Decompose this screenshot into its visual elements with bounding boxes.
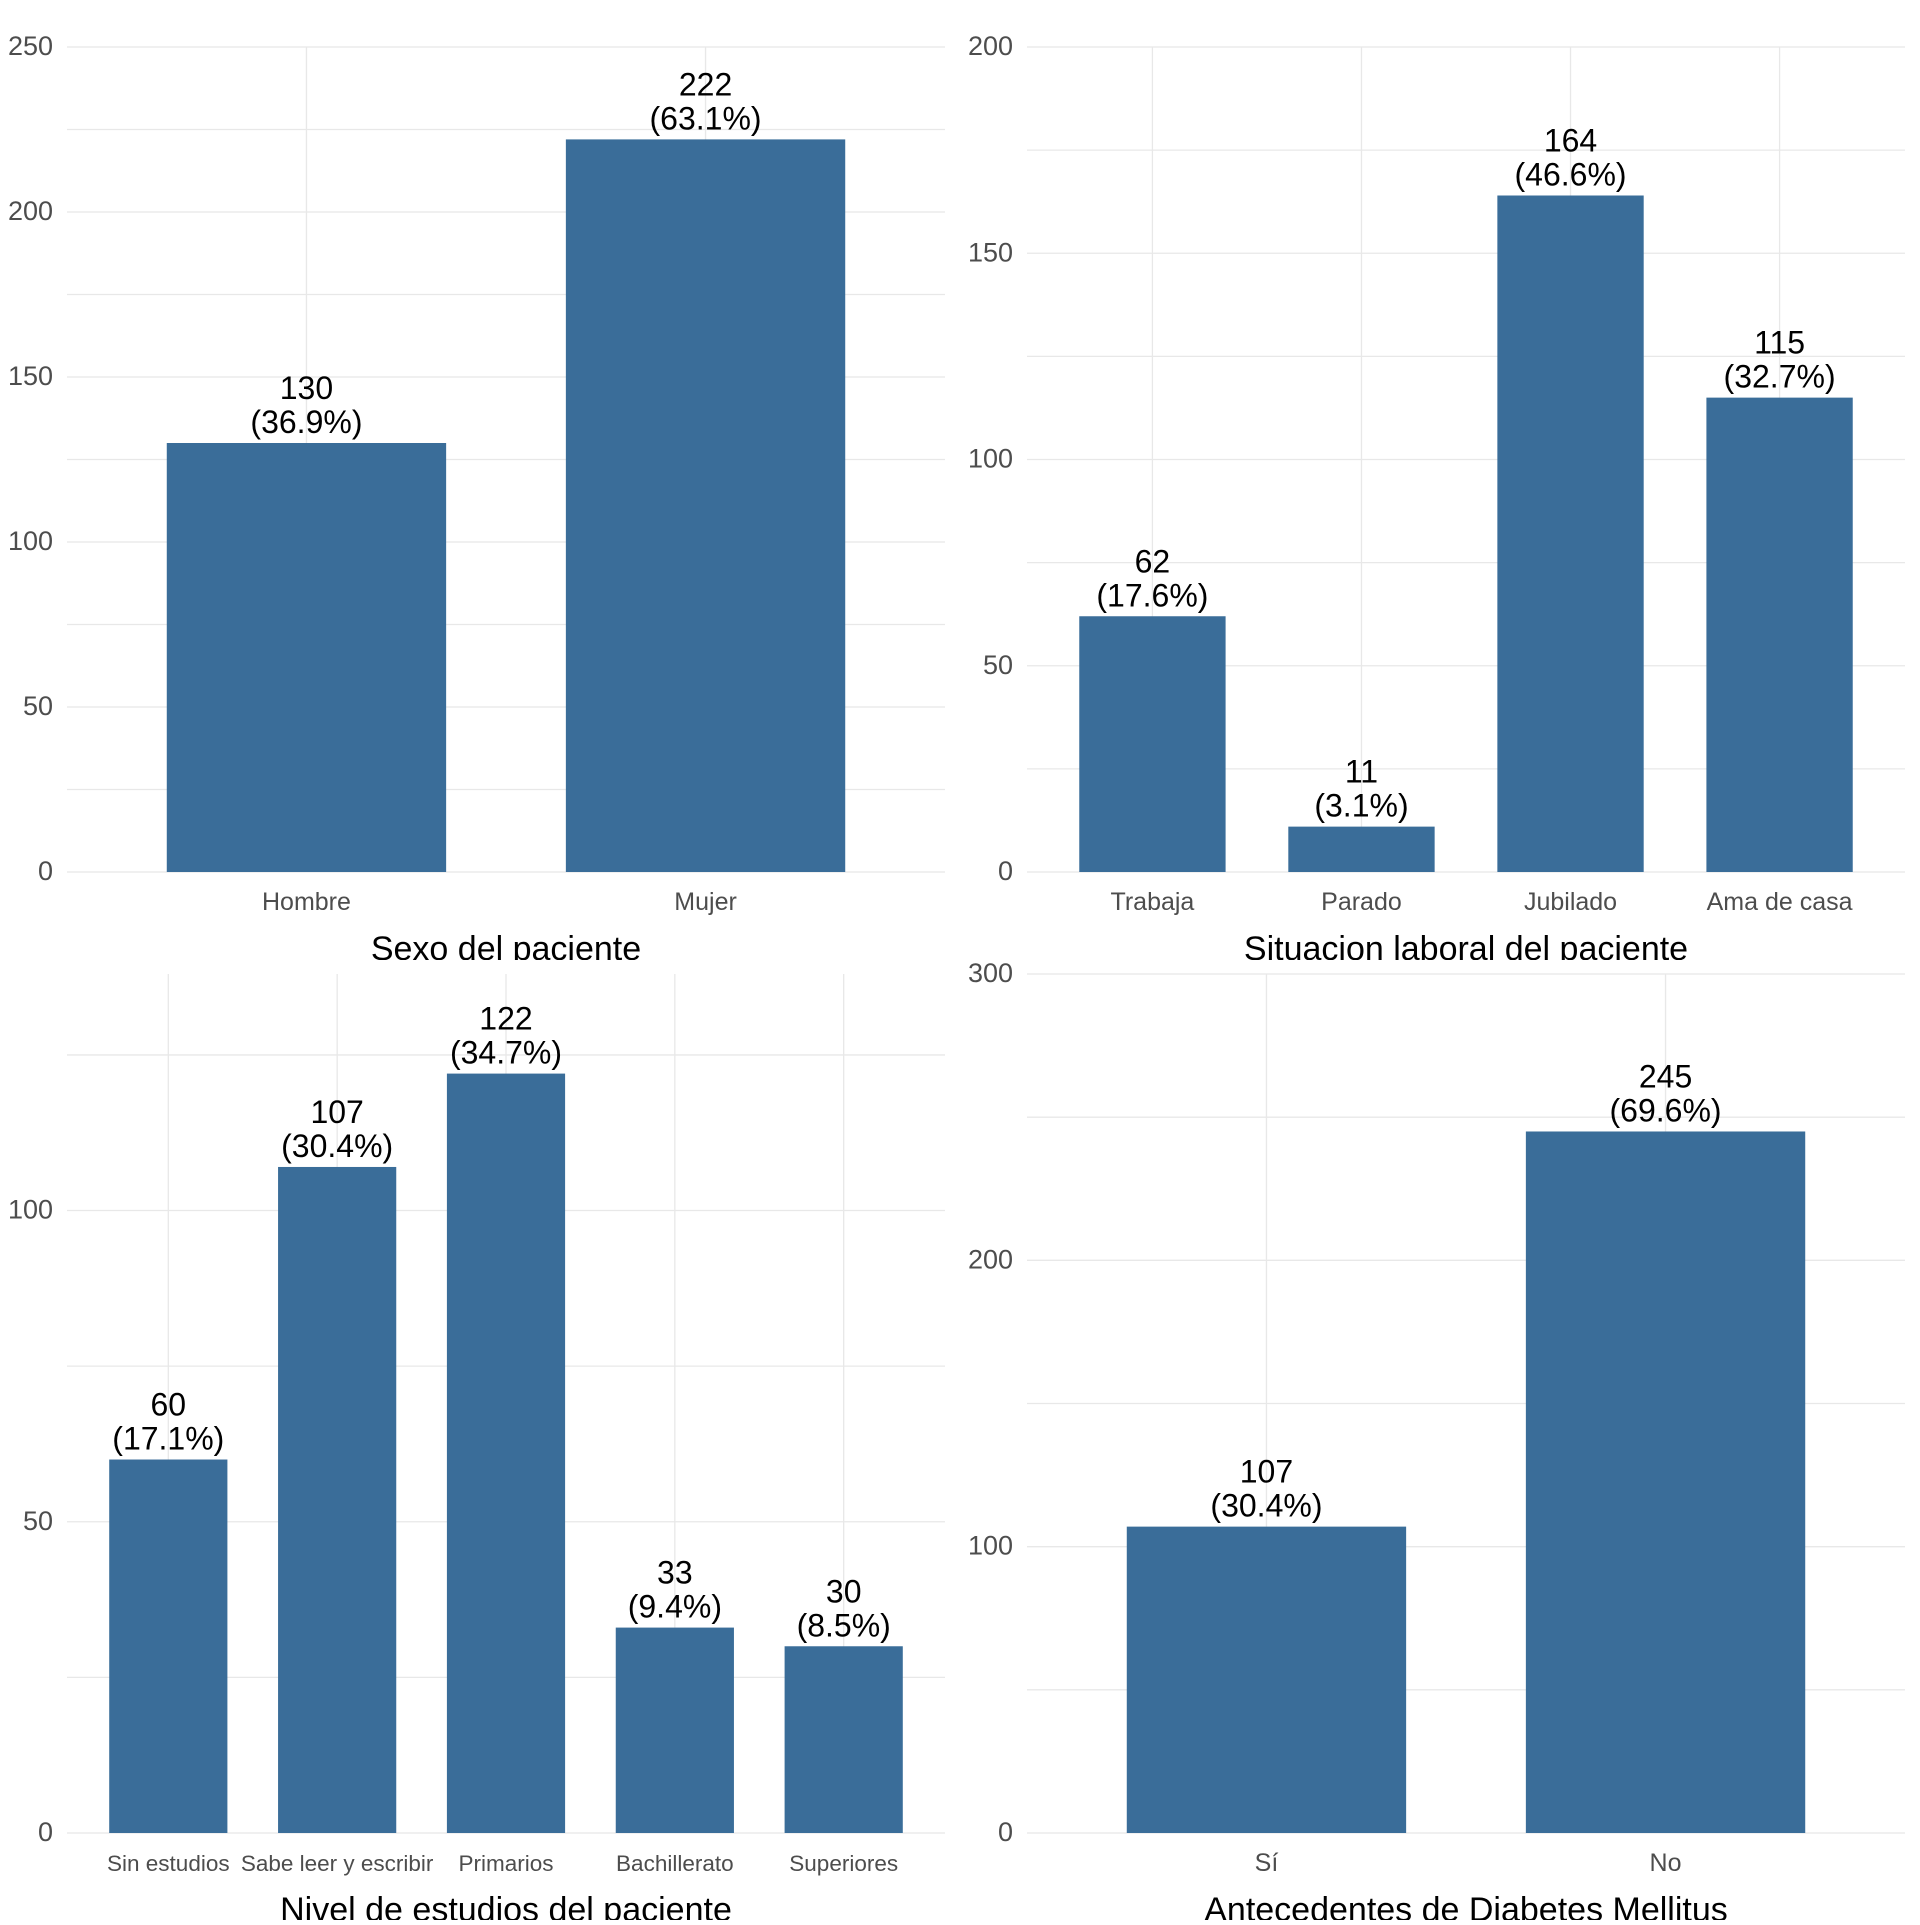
- svg-text:0: 0: [998, 856, 1013, 886]
- svg-text:(8.5%): (8.5%): [797, 1607, 891, 1643]
- svg-text:Situacion laboral del paciente: Situacion laboral del paciente: [1244, 930, 1688, 960]
- svg-text:(3.1%): (3.1%): [1314, 788, 1408, 824]
- svg-text:Jubilado: Jubilado: [1524, 888, 1617, 916]
- svg-text:(32.7%): (32.7%): [1724, 359, 1836, 395]
- svg-text:Parado: Parado: [1321, 888, 1402, 916]
- svg-text:0: 0: [998, 1817, 1013, 1847]
- svg-text:107: 107: [310, 1094, 363, 1130]
- svg-text:(63.1%): (63.1%): [650, 100, 762, 136]
- svg-text:Sexo del paciente: Sexo del paciente: [371, 930, 641, 960]
- svg-text:130: 130: [280, 370, 333, 406]
- svg-text:62: 62: [1135, 543, 1171, 579]
- svg-text:Sin estudios: Sin estudios: [107, 1851, 230, 1876]
- svg-text:150: 150: [968, 237, 1013, 267]
- svg-text:(17.1%): (17.1%): [112, 1421, 224, 1457]
- svg-text:100: 100: [8, 526, 53, 556]
- svg-text:150: 150: [8, 361, 53, 391]
- svg-text:Ama de casa: Ama de casa: [1707, 888, 1853, 916]
- svg-text:100: 100: [968, 444, 1013, 474]
- svg-text:60: 60: [151, 1387, 187, 1423]
- svg-text:100: 100: [8, 1195, 53, 1225]
- svg-text:50: 50: [983, 650, 1013, 680]
- svg-text:0: 0: [38, 1817, 53, 1847]
- svg-text:Superiores: Superiores: [789, 1851, 898, 1876]
- svg-text:(17.6%): (17.6%): [1096, 577, 1208, 613]
- svg-text:(46.6%): (46.6%): [1515, 157, 1627, 193]
- svg-text:245: 245: [1639, 1058, 1692, 1094]
- svg-text:33: 33: [657, 1555, 693, 1591]
- svg-text:11: 11: [1345, 754, 1378, 790]
- svg-text:(30.4%): (30.4%): [281, 1128, 393, 1164]
- svg-text:222: 222: [679, 66, 732, 102]
- svg-text:30: 30: [826, 1573, 862, 1609]
- svg-text:107: 107: [1240, 1454, 1293, 1490]
- svg-text:115: 115: [1754, 325, 1805, 361]
- svg-text:Hombre: Hombre: [262, 888, 351, 916]
- svg-text:200: 200: [968, 1244, 1013, 1274]
- svg-text:(34.7%): (34.7%): [450, 1035, 562, 1071]
- svg-text:Nivel de estudios del paciente: Nivel de estudios del paciente: [280, 1891, 732, 1920]
- svg-text:Sabe leer y escribir: Sabe leer y escribir: [241, 1851, 434, 1876]
- svg-text:50: 50: [23, 691, 53, 721]
- svg-text:(30.4%): (30.4%): [1210, 1488, 1322, 1524]
- svg-text:(36.9%): (36.9%): [250, 404, 362, 440]
- svg-text:200: 200: [8, 196, 53, 226]
- svg-text:200: 200: [968, 31, 1013, 61]
- svg-text:Antecedentes de Diabetes Melli: Antecedentes de Diabetes Mellitus: [1204, 1891, 1728, 1920]
- svg-text:Mujer: Mujer: [674, 888, 737, 916]
- svg-text:164: 164: [1544, 123, 1597, 159]
- svg-text:250: 250: [8, 31, 53, 61]
- svg-text:Sí: Sí: [1255, 1849, 1279, 1877]
- svg-text:Primarios: Primarios: [458, 1851, 553, 1876]
- svg-text:(69.6%): (69.6%): [1610, 1092, 1722, 1128]
- svg-text:No: No: [1650, 1849, 1682, 1877]
- svg-text:Bachillerato: Bachillerato: [616, 1851, 734, 1876]
- svg-text:0: 0: [38, 856, 53, 886]
- svg-text:50: 50: [23, 1506, 53, 1536]
- svg-text:122: 122: [479, 1001, 532, 1037]
- svg-text:(9.4%): (9.4%): [628, 1589, 722, 1625]
- svg-text:300: 300: [968, 960, 1013, 988]
- svg-text:Trabaja: Trabaja: [1111, 888, 1195, 916]
- svg-text:100: 100: [968, 1531, 1013, 1561]
